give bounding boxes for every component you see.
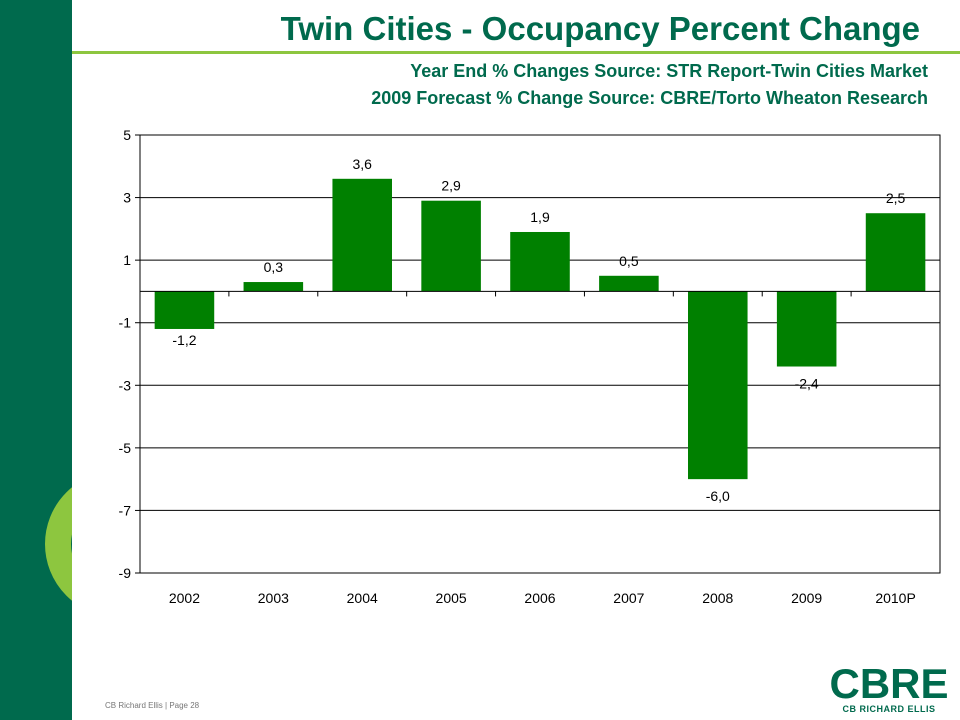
y-tick-label: -7 [119, 502, 132, 518]
x-tick-label-2009: 2009 [791, 590, 822, 606]
bar-2008 [688, 291, 748, 480]
bar-2002 [154, 291, 215, 329]
title-rule [72, 51, 960, 54]
axes [135, 134, 941, 574]
subtitle-line-2: 2009 Forecast % Change Source: CBRE/Tort… [371, 88, 928, 108]
bar-2010P [865, 213, 926, 292]
bar-2005 [421, 200, 481, 292]
cbre-logo: CBRE CB RICHARD ELLIS [825, 660, 953, 715]
occupancy-bar-chart: 5 3 1 -1 -3 -5 -7 -9 -1,2 2002 0,3 2003 3,6 2004 2,9 20… [119, 127, 941, 606]
bar-2004 [332, 178, 392, 292]
sidebar-band [0, 0, 72, 720]
x-tick-label-2007: 2007 [613, 590, 644, 606]
data-label-2007: 0,5 [619, 253, 639, 269]
data-label-2003: 0,3 [264, 259, 284, 275]
bar-2006 [510, 231, 570, 292]
y-tick-label: -5 [119, 440, 132, 456]
logo-word: CBRE [829, 660, 949, 707]
plot-frame [139, 134, 941, 574]
subtitle-line-1: Year End % Changes Source: STR Report-Tw… [410, 61, 928, 81]
y-tick-label: 1 [123, 252, 131, 268]
footer-text: CB Richard Ellis | Page 28 [105, 701, 200, 710]
page-title: Twin Cities - Occupancy Percent Change [280, 10, 920, 47]
logo-tagline: CB RICHARD ELLIS [842, 704, 936, 714]
data-label-2009: -2,4 [795, 376, 819, 392]
data-label-2002: -1,2 [172, 332, 196, 348]
x-tick-label-2010P: 2010P [875, 590, 915, 606]
bar-2009 [776, 291, 837, 367]
y-tick-label: -9 [119, 565, 132, 581]
y-tick-label: 5 [123, 127, 131, 143]
data-label-2005: 2,9 [441, 178, 461, 194]
decorative-arc [45, 487, 72, 601]
y-tick-label: 3 [123, 190, 131, 206]
data-label-2010P: 2,5 [886, 190, 906, 206]
bars [154, 178, 926, 480]
y-tick-label: -3 [119, 377, 132, 393]
data-label-2006: 1,9 [530, 209, 550, 225]
bar-2003 [243, 282, 304, 292]
bar-2007 [599, 275, 659, 292]
x-tick-label-2002: 2002 [169, 590, 200, 606]
x-tick-label-2004: 2004 [347, 590, 378, 606]
data-label-2008: -6,0 [706, 488, 730, 504]
x-tick-label-2006: 2006 [524, 590, 555, 606]
x-tick-label-2008: 2008 [702, 590, 733, 606]
labels: 5 3 1 -1 -3 -5 -7 -9 -1,2 2002 0,3 2003 3,6 2004 2,9 20… [119, 127, 916, 606]
data-label-2004: 3,6 [352, 156, 372, 172]
x-tick-label-2003: 2003 [258, 590, 289, 606]
y-tick-label: -1 [119, 315, 132, 331]
x-tick-label-2005: 2005 [436, 590, 467, 606]
